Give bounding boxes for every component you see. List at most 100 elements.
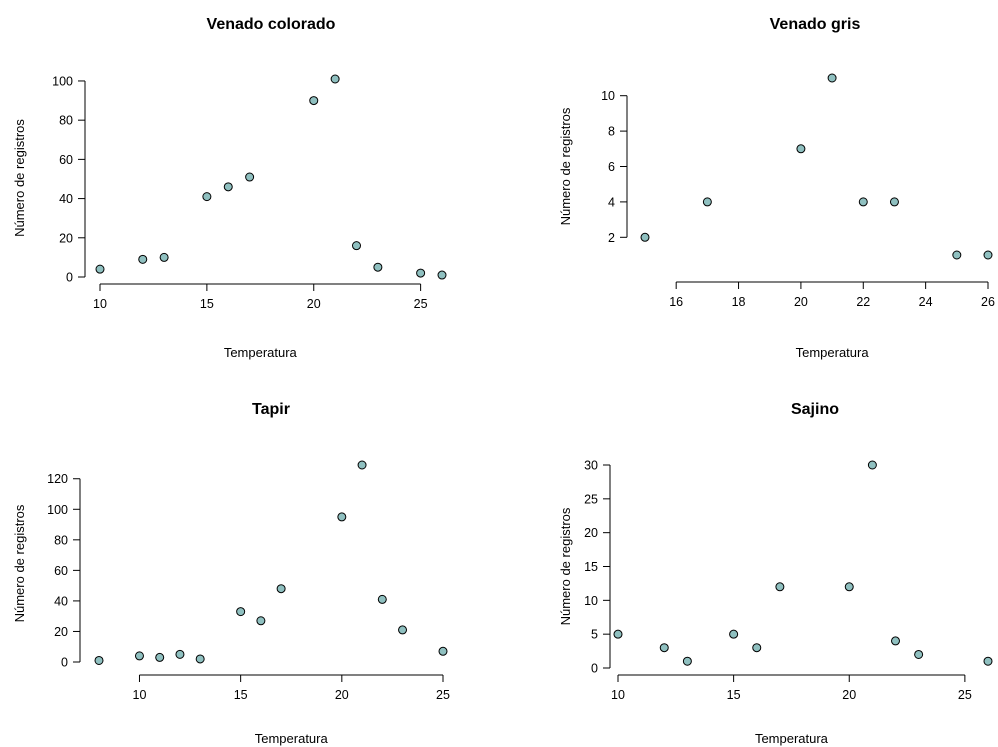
data-point <box>155 652 165 662</box>
y-axis-label: Número de registros <box>558 507 573 625</box>
y-tick-label: 100 <box>47 503 68 517</box>
data-point <box>796 144 806 154</box>
data-point <box>659 643 669 653</box>
data-point <box>195 654 205 664</box>
data-point <box>952 250 962 260</box>
y-tick-label: 0 <box>61 656 68 670</box>
panel-venado-colorado: Venado colorado 10 15 20 25 0 20 40 60 80 100 Tempe… <box>12 16 447 360</box>
data-point <box>236 607 246 617</box>
data-point <box>827 73 837 83</box>
data-point <box>276 584 286 594</box>
y-tick-label: 0 <box>591 662 598 676</box>
y-tick-label: 40 <box>54 594 68 608</box>
y-tick-label: 2 <box>608 231 615 245</box>
data-point <box>352 241 361 251</box>
data-point <box>682 656 692 666</box>
x-tick-label: 20 <box>842 688 856 702</box>
y-tick-label: 10 <box>601 89 615 103</box>
data-point <box>134 651 144 661</box>
panel-title: Venado gris <box>770 16 861 33</box>
data-point <box>640 232 650 242</box>
y-axis-label: Número de registros <box>12 504 27 622</box>
x-tick-label: 20 <box>794 295 808 309</box>
x-tick-label: 20 <box>307 297 321 311</box>
panel-title: Venado colorado <box>207 16 336 33</box>
data-point <box>175 649 185 659</box>
data-point <box>438 646 448 656</box>
data-point <box>202 192 212 202</box>
x-tick-label: 18 <box>732 295 746 309</box>
y-tick-label: 10 <box>584 594 598 608</box>
data-point <box>914 649 924 659</box>
data-point <box>437 270 447 280</box>
data-point <box>613 629 623 639</box>
data-point <box>983 656 993 666</box>
y-tick-label: 80 <box>59 114 73 128</box>
x-axis-label: Temperatura <box>255 731 329 746</box>
panel-title: Tapir <box>252 401 290 418</box>
x-tick-label: 26 <box>981 295 995 309</box>
y-tick-label: 5 <box>591 628 598 642</box>
data-point <box>729 629 739 639</box>
x-axis-label: Temperatura <box>796 345 870 360</box>
x-tick-label: 24 <box>919 295 933 309</box>
y-tick-label: 40 <box>59 192 73 206</box>
x-tick-label: 15 <box>200 297 214 311</box>
data-point <box>94 655 104 665</box>
data-point <box>891 636 900 646</box>
data-point <box>858 197 868 207</box>
y-axis-label: Número de registros <box>558 107 573 225</box>
panel-sajino: Sajino 10 15 20 25 0 5 10 15 20 25 30 Temperatura Núm… <box>558 401 993 746</box>
panel-tapir: Tapir 10 15 20 25 0 20 40 60 80 100 120 Temperatura N… <box>12 401 450 746</box>
data-point <box>373 262 383 272</box>
x-tick-label: 15 <box>234 688 248 702</box>
data-point <box>245 172 255 182</box>
y-tick-label: 30 <box>584 459 598 473</box>
data-point <box>357 460 367 470</box>
data-point <box>159 252 169 262</box>
x-tick-label: 25 <box>958 688 972 702</box>
x-axis-label: Temperatura <box>224 345 298 360</box>
x-axis-label: Temperatura <box>755 731 829 746</box>
x-tick-label: 25 <box>414 297 428 311</box>
x-tick-label: 10 <box>133 688 147 702</box>
data-point <box>867 460 877 470</box>
panel-title: Sajino <box>791 401 839 418</box>
data-point <box>398 625 408 635</box>
data-point <box>223 182 233 192</box>
y-tick-label: 20 <box>584 526 598 540</box>
data-point <box>775 582 785 592</box>
y-tick-label: 100 <box>52 74 73 88</box>
y-tick-label: 60 <box>54 564 68 578</box>
x-tick-label: 20 <box>335 688 349 702</box>
x-tick-label: 10 <box>93 297 107 311</box>
x-tick-label: 10 <box>611 688 625 702</box>
data-point <box>377 594 387 604</box>
y-tick-label: 25 <box>584 492 598 506</box>
data-point <box>95 264 105 274</box>
y-tick-label: 120 <box>47 472 68 486</box>
y-tick-label: 20 <box>59 231 73 245</box>
y-axis-label: Número de registros <box>12 119 27 237</box>
y-tick-label: 20 <box>54 625 68 639</box>
data-point <box>337 512 347 522</box>
x-tick-label: 16 <box>669 295 683 309</box>
y-tick-label: 4 <box>608 195 615 209</box>
y-tick-label: 6 <box>608 160 615 174</box>
data-point <box>330 74 340 84</box>
x-tick-label: 25 <box>436 688 450 702</box>
y-tick-label: 15 <box>584 560 598 574</box>
y-tick-label: 0 <box>66 271 73 285</box>
data-point <box>416 268 426 278</box>
data-point <box>889 197 899 207</box>
data-point <box>844 582 854 592</box>
y-tick-label: 60 <box>59 153 73 167</box>
data-point <box>983 250 993 260</box>
data-point <box>752 643 762 653</box>
x-tick-label: 22 <box>856 295 870 309</box>
x-tick-label: 15 <box>727 688 741 702</box>
y-tick-label: 8 <box>608 125 615 139</box>
data-point <box>702 197 712 207</box>
